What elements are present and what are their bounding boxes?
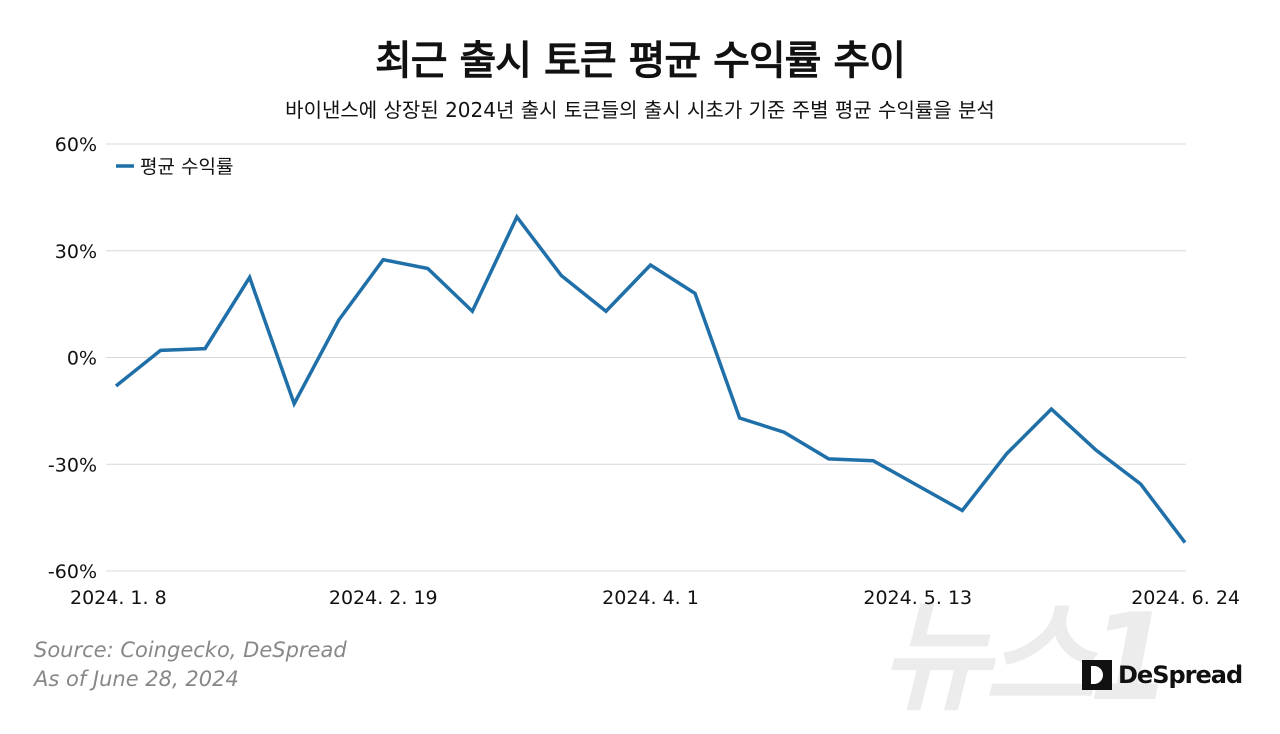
despread-mark-icon bbox=[1082, 660, 1112, 690]
y-tick-label: -60% bbox=[48, 561, 97, 583]
y-tick-label: 0% bbox=[67, 348, 97, 370]
x-tick-label: 2024. 5. 13 bbox=[863, 587, 972, 609]
despread-logo: DeSpread bbox=[1082, 660, 1242, 690]
source-note: Source: Coingecko, DeSpread As of June 2… bbox=[34, 636, 347, 694]
as-of-text: As of June 28, 2024 bbox=[34, 665, 347, 694]
x-tick-label: 2024. 6. 24 bbox=[1131, 587, 1240, 609]
series-line bbox=[116, 217, 1185, 543]
legend-label: 평균 수익률 bbox=[140, 156, 233, 178]
x-tick-label: 2024. 2. 19 bbox=[329, 587, 438, 609]
x-tick-label: 2024. 4. 1 bbox=[602, 587, 699, 609]
brand-name: DeSpread bbox=[1118, 661, 1242, 689]
y-tick-label: -30% bbox=[48, 454, 97, 476]
y-tick-label: 60% bbox=[55, 134, 97, 156]
y-tick-label: 30% bbox=[55, 241, 97, 263]
source-text: Source: Coingecko, DeSpread bbox=[34, 636, 347, 665]
x-tick-label: 2024. 1. 8 bbox=[70, 587, 167, 609]
legend: 평균 수익률 bbox=[116, 156, 233, 178]
